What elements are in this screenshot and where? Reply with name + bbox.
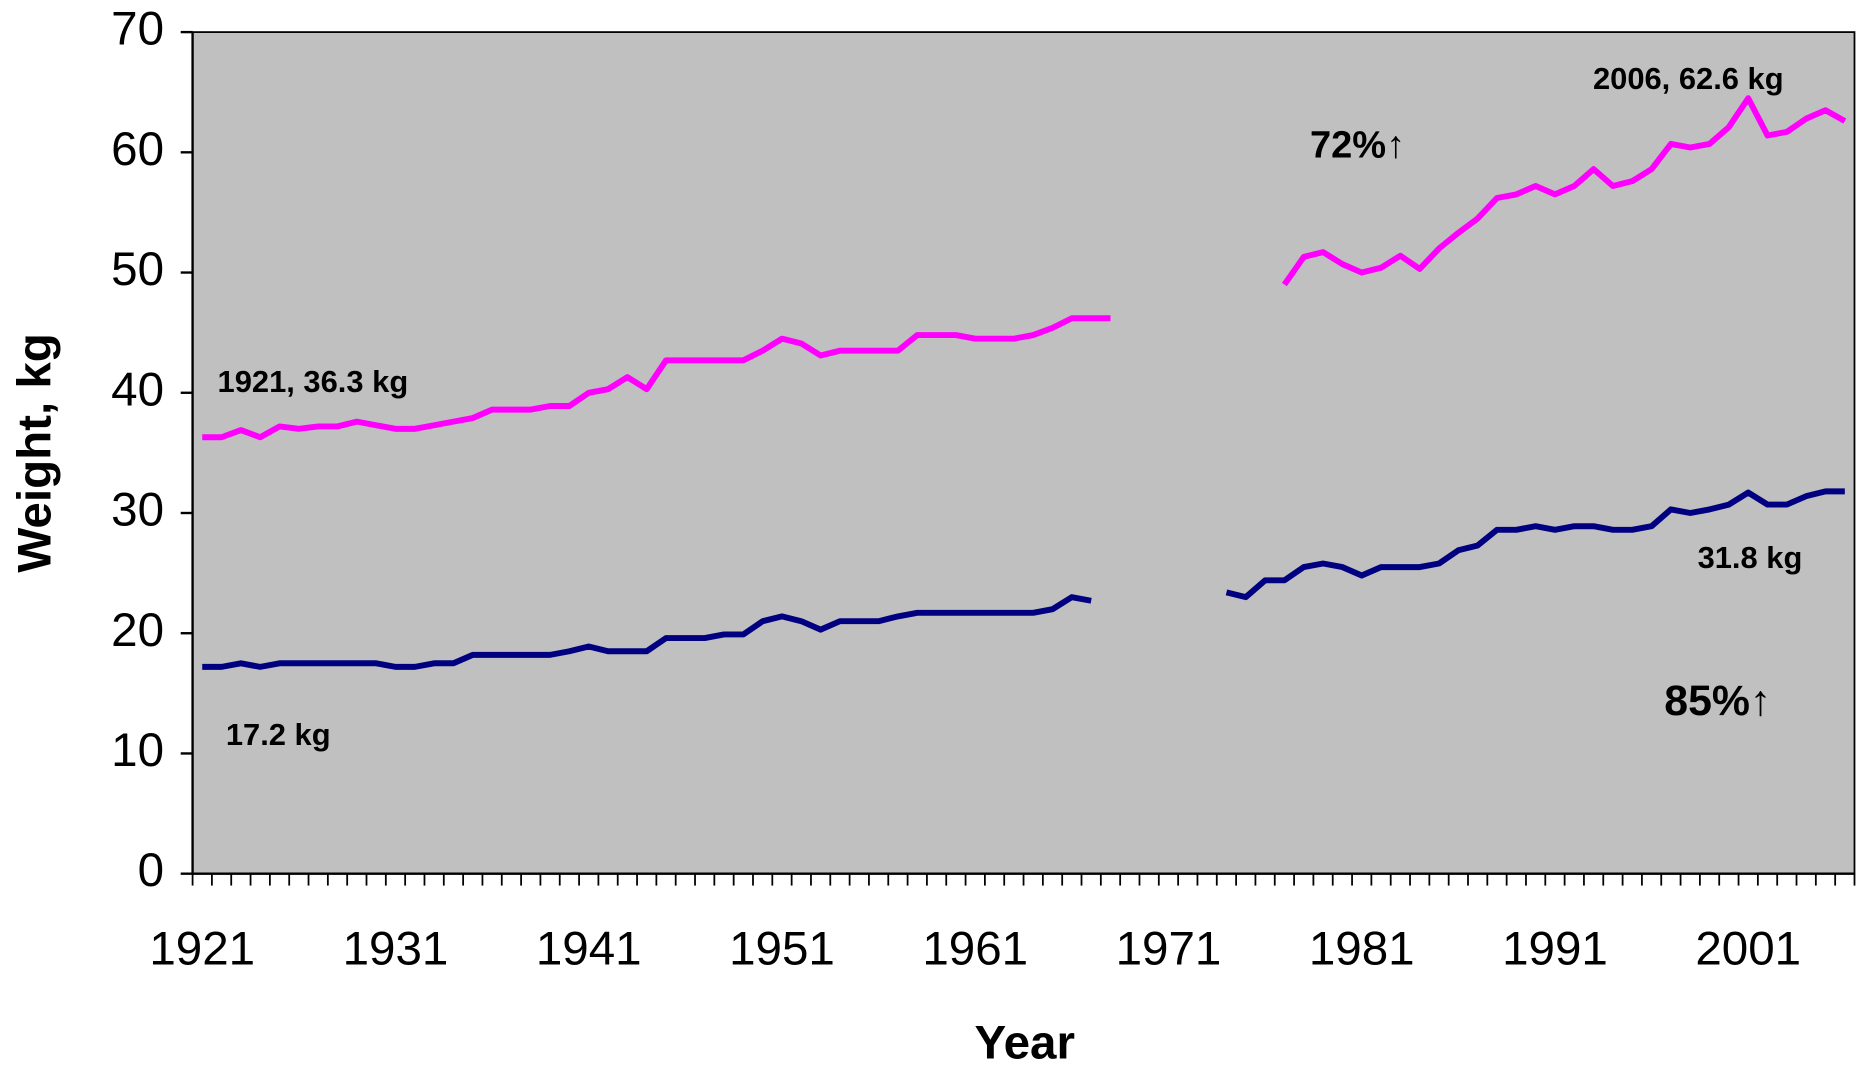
annotation: 72%↑ [1310,124,1405,166]
y-axis-title: Weight, kg [9,333,62,572]
x-tick-label: 2001 [1695,923,1801,976]
y-tick-label: 60 [111,123,164,176]
x-tick-label: 1961 [922,923,1028,976]
y-tick-label: 20 [111,604,164,657]
annotation: 31.8 kg [1698,540,1803,575]
annotation: 1921, 36.3 kg [218,364,409,399]
x-tick-label: 1981 [1309,923,1415,976]
x-tick-label: 1941 [536,923,642,976]
y-tick-label: 0 [138,844,164,897]
plot-area [191,31,1856,875]
y-tick-label: 10 [111,724,164,777]
y-tick-label: 50 [111,243,164,296]
y-tick-label: 40 [111,363,164,416]
series-line [202,488,1845,670]
x-tick-label: 1971 [1116,923,1222,976]
annotation: 2006, 62.6 kg [1593,61,1784,96]
x-axis-title: Year [974,1017,1074,1070]
annotation: 85%↑ [1664,677,1771,725]
y-tick-label: 70 [111,3,164,56]
annotation: 17.2 kg [226,717,331,752]
series-line [202,95,1847,441]
x-tick-label: 1991 [1502,923,1608,976]
y-tick-label: 30 [111,484,164,537]
x-tick-label: 1921 [149,923,255,976]
x-tick-label: 1951 [729,923,835,976]
x-tick-label: 1931 [343,923,449,976]
